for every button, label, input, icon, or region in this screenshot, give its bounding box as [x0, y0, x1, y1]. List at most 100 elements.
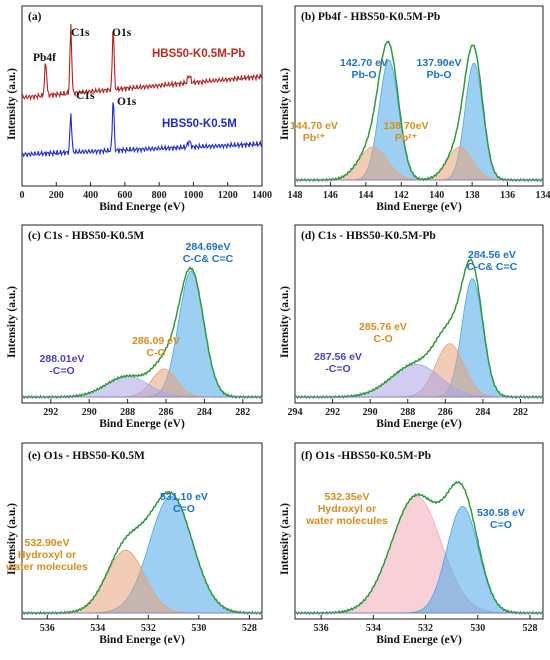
x-tick-label: 1000: [183, 190, 203, 201]
x-tick-label: 0: [20, 190, 25, 201]
x-tick-label: 148: [288, 190, 303, 201]
x-tick-label: 1400: [252, 190, 272, 201]
x-tick-label: 290: [82, 407, 97, 418]
y-axis-label: Intensity (a.u.): [6, 503, 18, 575]
trace-label: HBS50-K0.5M-Pb: [152, 48, 245, 60]
plot-frame: [21, 224, 263, 404]
peak-annotation: 286.09 eV: [132, 335, 180, 347]
x-axis-label: Bind Energe (eV): [376, 201, 462, 213]
peak-annotation: 284.56 eV: [468, 249, 516, 261]
plot-frame: [21, 5, 263, 187]
peak-label: C1s: [71, 27, 90, 39]
panel-f: (f) O1s -HBS50-K0.5M-Pb 536 534 532 530 528 Bi…: [279, 442, 544, 646]
panel-title: (e) O1s - HBS50-K0.5M: [28, 450, 145, 462]
peak-annotation: C-C& C=C: [467, 261, 518, 273]
x-tick-label: 1200: [218, 190, 238, 201]
x-tick-label: 294: [288, 407, 303, 418]
x-tick-label: 284: [475, 407, 490, 418]
plot-frame: [294, 442, 544, 620]
peak-annotation: -C=O: [49, 365, 74, 377]
x-tick-label: 600: [117, 190, 132, 201]
peak-annotation: 138.70eV: [384, 120, 429, 132]
x-axis-label: Bind Energe (eV): [376, 418, 462, 430]
peak-annotation: water molecules: [305, 515, 388, 527]
x-axis-label: Bind Energe (eV): [376, 634, 462, 646]
x-tick-label: 138: [465, 190, 480, 201]
x-tick-label: 532: [418, 623, 433, 634]
x-tick-label: 528: [522, 623, 537, 634]
peak-annotation: C-O: [373, 333, 392, 345]
panel-d: (d) C1s - HBS50-K0.5M-Pb 294 292 290 288 286 2…: [279, 224, 544, 430]
y-axis-label: Intensity (a.u.): [279, 503, 291, 575]
x-tick-label: 288: [120, 407, 135, 418]
x-tick-label: 400: [83, 190, 98, 201]
peak-annotation: 532.35eV: [325, 491, 370, 503]
x-tick-label: 800: [152, 190, 167, 201]
peak-annotation: 142.70 eV: [340, 57, 388, 69]
panel-title: (c) C1s - HBS50-K0.5M: [28, 230, 144, 242]
peak-annotation: 144.70 eV: [290, 120, 338, 132]
x-axis-label: Bind Energe (eV): [99, 201, 185, 213]
x-tick-label: 532: [141, 623, 156, 634]
x-tick-label: 136: [500, 190, 515, 201]
peak-annotation: 284.69eV: [186, 241, 231, 253]
x-tick-label: 530: [470, 623, 485, 634]
fit-envelope: [294, 480, 544, 616]
peak-annotation: 530.58 eV: [477, 507, 525, 519]
trace-label: HBS50-K0.5M: [162, 118, 237, 130]
peak-annotation: -C=O: [325, 363, 350, 375]
x-tick-label: 284: [197, 407, 212, 418]
peak-annotation: Hydroxyl or: [318, 503, 376, 515]
x-axis-label: Bind Energe (eV): [99, 418, 185, 430]
peak-label: O1s: [117, 96, 137, 108]
peak-annotation: C=O: [173, 503, 195, 515]
x-tick-label: 530: [191, 623, 206, 634]
x-tick-label: 140: [429, 190, 444, 201]
x-tick-label: 286: [159, 407, 174, 418]
y-axis-label: Intensity (a.u.): [6, 286, 18, 358]
plot-frame: [21, 442, 263, 620]
panel-title: (a): [28, 11, 42, 23]
x-axis-label: Bind Energe (eV): [99, 634, 185, 646]
panel-a: (a) 0 200 400 600 800 1000 1200 1400 Bind Energe …: [6, 5, 272, 213]
peak-annotation: Pb-O: [351, 69, 376, 81]
peak-annotation: 137.90eV: [417, 57, 462, 69]
x-tick-label: 200: [49, 190, 64, 201]
peak-annotation: C-C& C=C: [183, 253, 234, 265]
panel-title: (d) C1s - HBS50-K0.5M-Pb: [301, 230, 436, 242]
peak-annotation: C-O: [146, 347, 165, 359]
x-tick-label: 292: [43, 407, 58, 418]
peak-annotation: Hydroxyl or: [18, 549, 76, 561]
x-tick-label: 146: [323, 190, 338, 201]
peak-annotation: Pb²⁺: [395, 132, 418, 144]
peak-component: [295, 146, 543, 181]
x-tick-label: 290: [363, 407, 378, 418]
x-tick-label: 534: [366, 623, 381, 634]
peak-annotation: 285.76 eV: [359, 321, 407, 333]
x-tick-label: 282: [235, 407, 250, 418]
survey-trace-pb: [21, 23, 263, 101]
peak-label: Pb4f: [33, 52, 56, 64]
y-axis-label: Intensity (a.u.): [6, 68, 18, 140]
x-tick-label: 144: [358, 190, 373, 201]
peak-label: C1s: [76, 90, 95, 102]
panel-b: (b) Pb4f - HBS50-K0.5M-Pb 148 146 144 142 140…: [279, 5, 550, 213]
x-tick-label: 534: [90, 623, 105, 634]
fit-envelope: [21, 266, 263, 400]
peak-label: O1s: [112, 27, 132, 39]
plot-frame: [294, 5, 544, 187]
y-axis-label: Intensity (a.u.): [279, 286, 291, 358]
peak-annotation: 288.01eV: [40, 353, 85, 365]
plot-frame: [294, 224, 544, 404]
y-axis-label: Intensity (a.u.): [279, 68, 291, 140]
x-tick-label: 286: [438, 407, 453, 418]
peak-annotation: 287.56 eV: [314, 351, 362, 363]
panel-title: (b) Pb4f - HBS50-K0.5M-Pb: [301, 11, 440, 23]
x-tick-label: 142: [394, 190, 409, 201]
survey-trace-base: [21, 102, 263, 159]
panel-c: (c) C1s - HBS50-K0.5M 292 290 288 286 284 282 B…: [6, 224, 263, 430]
peak-annotation: 531.10 eV: [160, 491, 208, 503]
fit-envelope: [294, 40, 544, 183]
peak-annotation: 532.90eV: [25, 537, 70, 549]
